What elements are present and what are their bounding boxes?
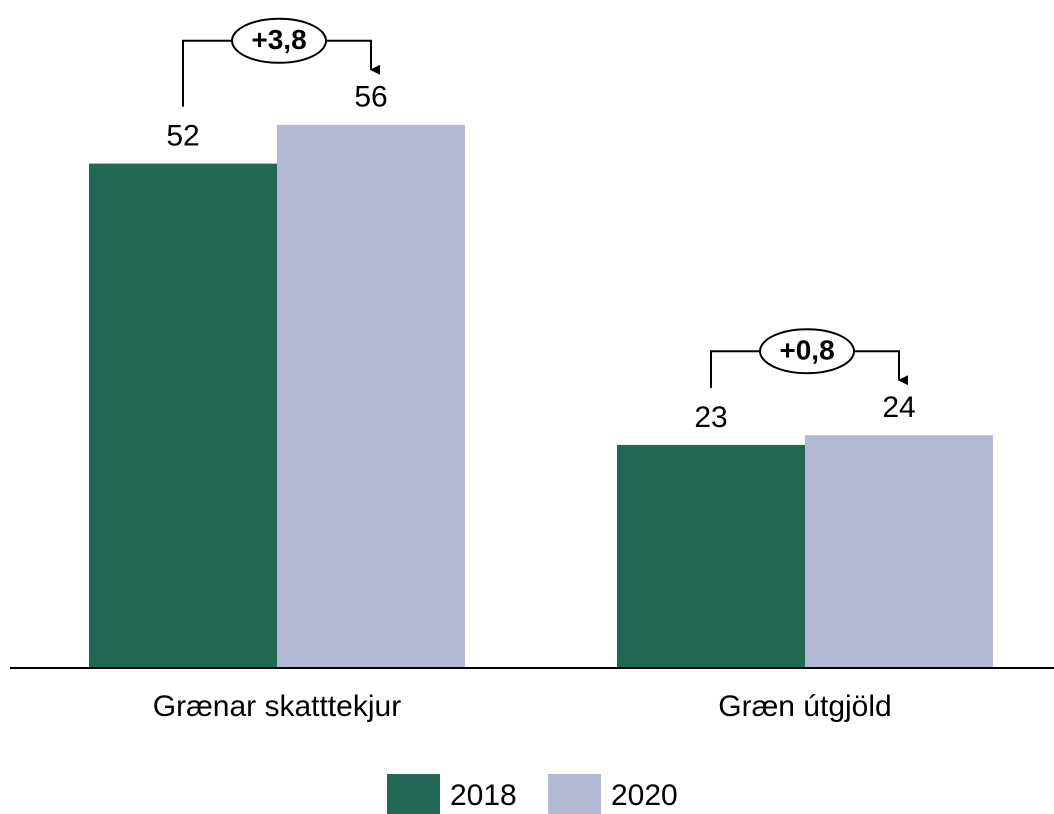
annotation: +3,8 <box>251 24 306 55</box>
data-label: 23 <box>694 401 727 434</box>
bar <box>89 163 277 668</box>
bar <box>617 444 805 668</box>
legend-label: 2018 <box>450 779 517 812</box>
annotation: +0,8 <box>779 335 834 366</box>
x-tick-label: Grænar skatttekjur <box>153 690 401 723</box>
annotation-bubble <box>759 328 855 375</box>
legend-label: 2020 <box>611 779 678 812</box>
legend-swatch <box>548 774 601 814</box>
data-label: 24 <box>882 391 915 424</box>
x-tick-label: Græn útgjöld <box>718 690 891 723</box>
annotation-bubble <box>231 17 327 64</box>
bar <box>805 435 993 668</box>
data-label: 56 <box>354 81 387 114</box>
legend-swatch <box>387 774 440 814</box>
bar <box>277 124 465 669</box>
data-label: 52 <box>166 120 199 153</box>
